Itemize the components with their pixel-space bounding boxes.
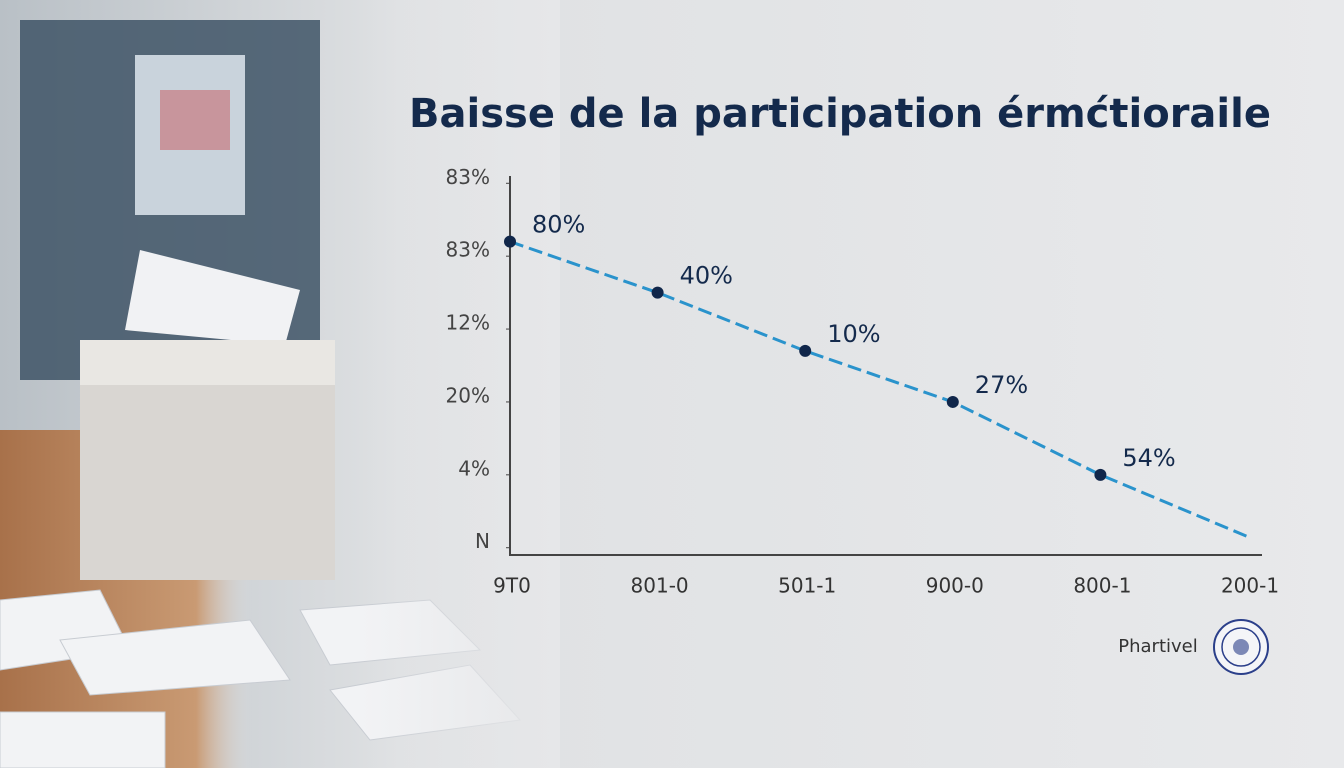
chart-title: Baisse de la participation érmćtioraile (409, 91, 1271, 137)
y-tick-label: 12% (446, 311, 490, 335)
point (946, 395, 959, 408)
fade (360, 0, 560, 768)
y-tick-label: 20% (446, 383, 490, 407)
y-tick-label: 83% (446, 238, 490, 262)
x-tick-label: 9T0 (493, 574, 531, 598)
y-tick-label: 4% (458, 456, 490, 480)
flag (160, 90, 230, 150)
point (1094, 468, 1107, 481)
brand: Phartivel (1118, 636, 1197, 657)
annotation: 80% (532, 211, 585, 239)
ballot (125, 250, 300, 345)
annotation: 27% (975, 371, 1028, 399)
x-tick-label: 501-1 (778, 574, 836, 598)
y-tick-label: N (475, 529, 490, 553)
point (504, 235, 516, 248)
x-tick-label: 200-1 (1221, 574, 1279, 598)
point (799, 344, 812, 357)
annotation: 10% (827, 320, 880, 348)
x-tick-label: 801-0 (631, 574, 689, 598)
point (651, 286, 664, 299)
x-tick-label: 800-1 (1073, 574, 1131, 598)
seal (1213, 619, 1269, 675)
annotation: 40% (680, 262, 733, 290)
annotation: 54% (1122, 444, 1175, 472)
line (509, 240, 1249, 539)
ballot-box-top (80, 340, 335, 385)
y-tick-label: 83% (446, 165, 490, 189)
x-tick-label: 900-0 (926, 574, 984, 598)
